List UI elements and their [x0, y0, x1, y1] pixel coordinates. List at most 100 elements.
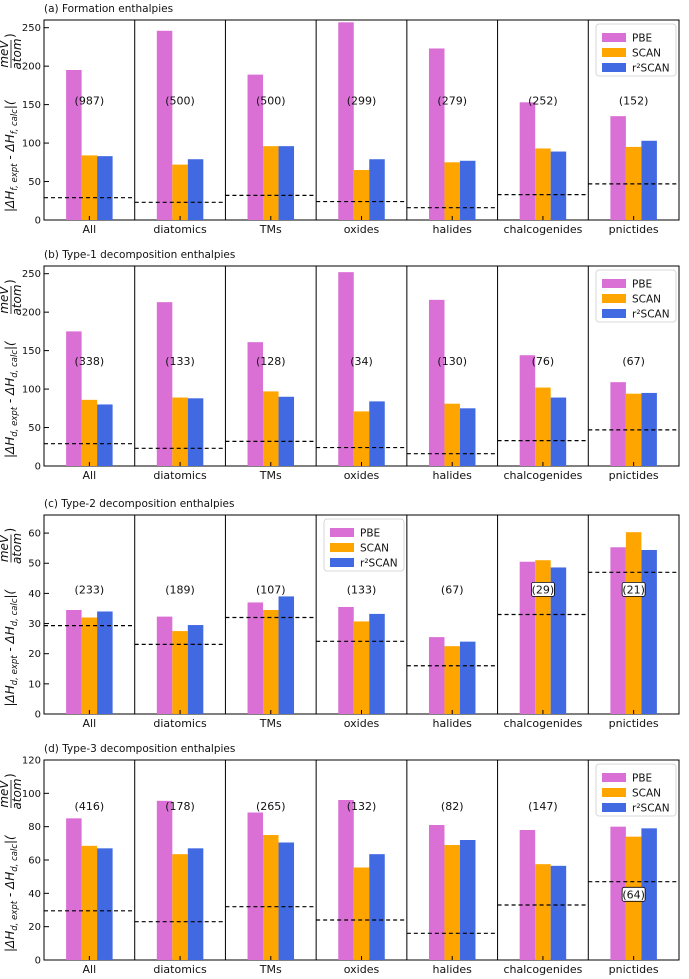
bar-pbe-oxides: [338, 800, 354, 960]
bar-r2scan-tms: [278, 842, 295, 960]
bar-scan-halides: [444, 162, 460, 220]
bar-r2scan-pnictides: [641, 140, 657, 220]
bar-r2scan-halides: [459, 408, 476, 466]
bar-r2scan-diatomics: [187, 625, 204, 714]
sample-count: (299): [347, 95, 377, 108]
sample-count: (189): [165, 583, 195, 596]
bar-pbe-diatomics: [156, 616, 173, 714]
legend-swatch-scan: [330, 543, 354, 552]
bar-pbe-oxides: [338, 22, 354, 220]
panel-a: (a) Formation enthalpies 0 50 100 150 200 250 A…: [0, 3, 680, 236]
sample-count: (338): [75, 355, 105, 368]
y-tick-label: 50: [28, 177, 41, 188]
bar-r2scan-oxides: [369, 159, 385, 220]
bar-r2scan-diatomics: [187, 159, 204, 220]
bar-r2scan-oxides: [369, 854, 385, 960]
panel-b: (b) Type-1 decomposition enthalpies 0 50 10…: [0, 249, 680, 482]
legend-label: SCAN: [632, 294, 661, 306]
bar-pbe-pnictides: [610, 826, 626, 960]
y-tick-label: 250: [22, 269, 41, 280]
y-tick-label: 20: [28, 649, 41, 660]
y-axis-label: |ΔHd, expt - ΔHd, calc|(meV atom): [0, 528, 24, 707]
bar-pbe-tms: [247, 602, 264, 714]
y-tick-label: 60: [28, 856, 41, 867]
legend-label: PBE: [632, 33, 652, 45]
category-label: diatomics: [153, 717, 207, 730]
y-tick-label: 40: [28, 589, 41, 600]
bar-scan-diatomics: [172, 631, 188, 714]
sample-count: (233): [75, 583, 105, 596]
bar-r2scan-halides: [459, 641, 476, 714]
legend-swatch-r2scan: [330, 558, 354, 567]
bar-r2scan-chalcogenides: [550, 151, 567, 220]
sample-count: (500): [165, 95, 195, 108]
bar-pbe-halides: [428, 48, 445, 220]
bar-scan-chalcogenides: [535, 560, 551, 714]
bar-r2scan-all: [97, 611, 113, 714]
category-label: TMs: [259, 469, 282, 482]
count-box: [531, 581, 555, 597]
y-tick-label: 50: [28, 423, 41, 434]
y-label-text: |ΔHd, expt - ΔHd, calc|(: [3, 834, 20, 952]
bar-scan-diatomics: [172, 397, 188, 466]
legend-label: SCAN: [360, 543, 389, 555]
category-label: diatomics: [153, 963, 207, 976]
y-axis-label: |ΔHd, expt - ΔHd, calc|(meV atom): [0, 773, 24, 952]
sample-count: (67): [622, 355, 645, 368]
y-label-denominator: atom: [10, 778, 24, 809]
category-label: pnictides: [609, 469, 659, 482]
category-label: chalcogenides: [503, 963, 582, 976]
sample-count: (147): [528, 800, 558, 813]
sample-count: (987): [75, 95, 105, 108]
bar-pbe-all: [66, 818, 82, 960]
y-tick-label: 0: [35, 710, 41, 721]
y-label-numerator: meV: [0, 534, 11, 562]
bar-pbe-all: [66, 331, 82, 466]
bar-pbe-oxides: [338, 272, 354, 466]
legend-swatch-pbe: [602, 279, 626, 288]
bar-scan-all: [81, 399, 98, 466]
sample-count: (265): [256, 800, 286, 813]
panel-title: (a) Formation enthalpies: [44, 3, 173, 15]
category-label: pnictides: [609, 717, 659, 730]
category-label: All: [83, 717, 97, 730]
sample-count: (416): [75, 800, 105, 813]
bar-pbe-pnictides: [610, 116, 626, 220]
category-label: oxides: [344, 469, 380, 482]
y-tick-label: 0: [35, 956, 41, 967]
bar-pbe-diatomics: [156, 302, 173, 466]
sample-count: (29): [532, 583, 555, 596]
bar-pbe-chalcogenides: [519, 355, 536, 466]
y-label-numerator: meV: [0, 780, 11, 808]
bar-scan-tms: [263, 835, 279, 960]
y-tick-label: 80: [28, 822, 41, 833]
bar-pbe-chalcogenides: [519, 561, 536, 714]
bar-scan-all: [81, 617, 98, 714]
bar-r2scan-tms: [278, 396, 295, 466]
sample-count: (178): [165, 800, 195, 813]
y-tick-label: 120: [22, 756, 41, 767]
y-axis-label: |ΔHd, expt - ΔHd, calc|(meV atom): [0, 279, 24, 458]
y-label-close: ): [3, 528, 17, 533]
y-label-text: |ΔHd, expt - ΔHd, calc|(: [3, 588, 20, 706]
bar-r2scan-diatomics: [187, 398, 204, 466]
y-label-text: |ΔHf, expt - ΔHf, calc|(: [3, 99, 20, 212]
bar-scan-halides: [444, 646, 460, 714]
bar-r2scan-pnictides: [641, 392, 657, 466]
sample-count: (64): [622, 888, 645, 901]
bar-pbe-tms: [247, 812, 264, 960]
category-label: TMs: [259, 717, 282, 730]
sample-count: (130): [437, 355, 467, 368]
bar-scan-tms: [263, 391, 279, 466]
bar-scan-oxides: [353, 867, 370, 960]
bar-scan-chalcogenides: [535, 864, 551, 960]
y-tick-label: 200: [22, 62, 41, 73]
legend-swatch-pbe: [330, 528, 354, 537]
sample-count: (128): [256, 355, 286, 368]
bar-r2scan-oxides: [369, 613, 385, 714]
legend-label: r²SCAN: [632, 309, 670, 321]
legend-label: SCAN: [632, 788, 661, 800]
category-label: halides: [433, 469, 473, 482]
legend-swatch-scan: [602, 294, 626, 303]
